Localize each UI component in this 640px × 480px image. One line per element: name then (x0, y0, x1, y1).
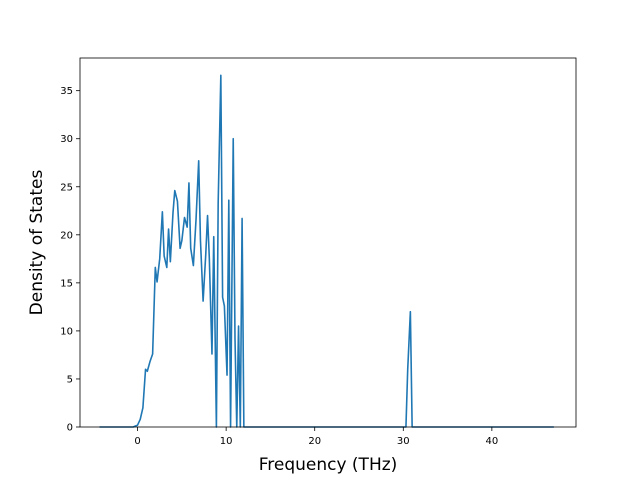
y-axis-label: Density of States (27, 170, 47, 316)
y-tick-label: 30 (60, 134, 73, 145)
y-tick-label: 15 (60, 278, 73, 289)
axes-frame (79, 57, 577, 428)
x-axis-label: Frequency (THz) (259, 455, 398, 475)
y-tick-label: 20 (60, 230, 73, 241)
x-tick-label: 40 (485, 436, 498, 447)
x-tick-label: 10 (220, 436, 233, 447)
y-tick-label: 35 (60, 86, 73, 97)
y-tick-label: 0 (67, 423, 73, 434)
y-axis-ticks: 0 5 10 15 20 25 30 35 (60, 86, 80, 434)
y-tick-label: 10 (60, 326, 73, 337)
x-tick-label: 30 (397, 436, 410, 447)
x-tick-label: 0 (134, 436, 140, 447)
x-axis-ticks: 0 10 20 30 40 (134, 427, 498, 447)
x-tick-label: 20 (308, 436, 321, 447)
y-tick-label: 5 (67, 374, 73, 385)
y-tick-label: 25 (60, 182, 73, 193)
